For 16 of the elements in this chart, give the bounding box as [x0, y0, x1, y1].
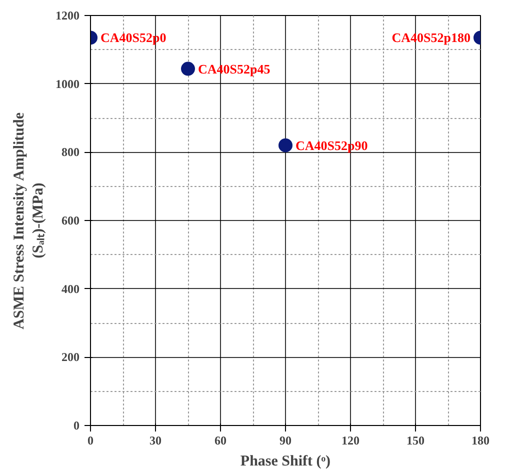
x-tick-label: 60: [214, 434, 226, 448]
x-tick-label: 90: [280, 434, 292, 448]
x-tick-label: 120: [342, 434, 360, 448]
x-axis-title: Phase Shift (ᵒ): [240, 454, 331, 470]
y-tick-label: 1000: [56, 76, 80, 91]
x-tick-label: 0: [88, 434, 94, 448]
y-axis-title: ASME Stress Intensity Amplitude (Sₐₗₜ)-(MPa): [11, 112, 46, 330]
x-tick-label: 150: [406, 434, 424, 448]
y-tick-label: 0: [74, 418, 80, 432]
y-tick-label: 200: [62, 350, 80, 364]
x-tick-label: 180: [472, 434, 490, 448]
y-tick-label: 400: [62, 282, 80, 296]
y-tick-label: 600: [62, 214, 80, 228]
x-tick-label: 30: [150, 434, 162, 448]
y-tick-label: 800: [62, 145, 80, 160]
y-tick-label: 1200: [56, 8, 80, 22]
